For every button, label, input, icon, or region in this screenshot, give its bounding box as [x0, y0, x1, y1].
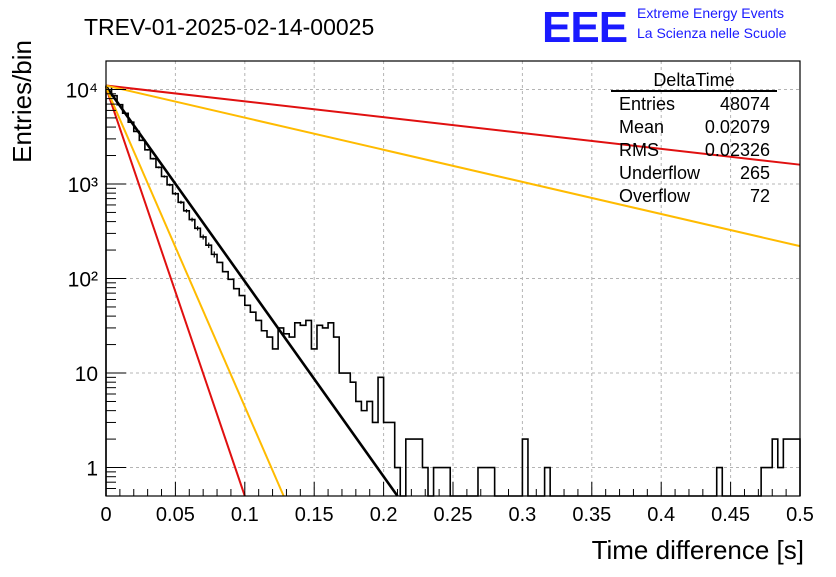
fit-line — [105, 87, 246, 497]
fit-lines — [104, 84, 801, 497]
stats-box: DeltaTime Entries 48074 Mean 0.02079 RMS 0.02… — [611, 70, 777, 206]
stats-label: Overflow — [619, 186, 691, 206]
stats-label: Mean — [619, 117, 664, 137]
stats-value: 72 — [750, 186, 770, 206]
x-axis-label: Time difference [s] — [592, 535, 804, 565]
fit-line — [105, 87, 285, 497]
fit-line — [104, 85, 399, 497]
x-tick-label: 0.05 — [156, 504, 195, 526]
y-tick-label: 10 — [75, 363, 98, 386]
stats-value: 265 — [740, 163, 770, 183]
x-tick-label: 0.4 — [647, 504, 675, 526]
stats-title: DeltaTime — [653, 70, 734, 90]
logo-mark: EEE — [542, 3, 627, 52]
stats-rows: Entries 48074 Mean 0.02079 RMS 0.02326Underfl… — [619, 94, 770, 206]
x-tick-label: 0.45 — [711, 504, 750, 526]
x-tick-label: 0.15 — [295, 504, 334, 526]
x-tick-label: 0.2 — [370, 504, 398, 526]
grid — [106, 61, 800, 496]
x-axis-ticks: 0 0.05 0.1 0.15 0.2 0.25 0.3 0.35 0.4 0.45 0.5 — [100, 482, 814, 526]
y-tick-label: 10⁴ — [66, 79, 98, 102]
stats-value: 0.02326 — [705, 140, 770, 160]
y-axis-ticks: 1 10 10² 10³ 10⁴ — [66, 60, 126, 497]
logo-line2: La Scienza nelle Scuole — [637, 25, 787, 41]
x-tick-label: 0.1 — [231, 504, 259, 526]
fit-line — [105, 84, 801, 248]
y-tick-label: 1 — [86, 458, 98, 481]
y-tick-label: 10² — [68, 269, 98, 292]
logo-line1: Extreme Energy Events — [637, 5, 784, 21]
stats-value: 48074 — [720, 94, 770, 114]
fit-line — [105, 84, 801, 166]
eee-logo: EEE Extreme Energy Events La Scienza nel… — [542, 3, 787, 52]
stats-label: Entries — [619, 94, 675, 114]
y-axis-label: Entries/bin — [7, 40, 37, 163]
stats-value: 0.02079 — [705, 117, 770, 137]
x-tick-label: 0.3 — [508, 504, 536, 526]
x-tick-label: 0.25 — [434, 504, 473, 526]
x-tick-label: 0 — [100, 504, 111, 526]
y-tick-label: 10³ — [68, 174, 98, 197]
chart-title: TREV-01-2025-02-14-00025 — [84, 14, 374, 40]
stats-label: RMS — [619, 140, 659, 160]
x-tick-label: 0.5 — [786, 504, 814, 526]
x-tick-label: 0.35 — [572, 504, 611, 526]
stats-label: Underflow — [619, 163, 701, 183]
